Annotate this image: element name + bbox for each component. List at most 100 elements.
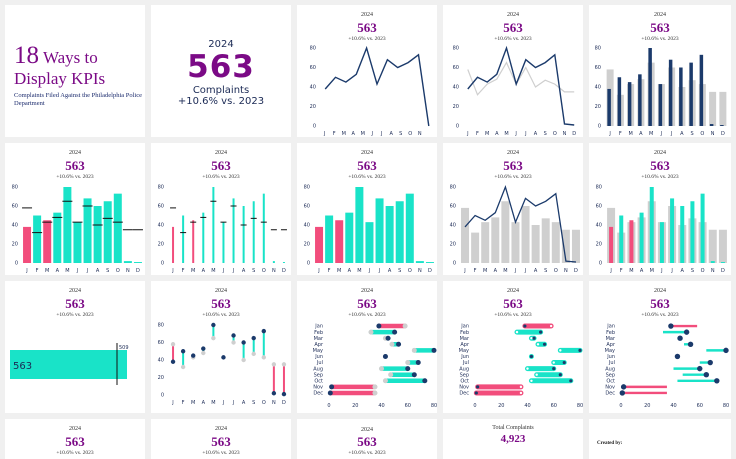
bar-2024 [700, 193, 705, 263]
total-bar-chart: 563 509 [10, 343, 129, 385]
x-tick-label: N [711, 131, 715, 137]
panel-year: 2024 [507, 150, 519, 156]
bar-2024 [113, 193, 122, 263]
x-tick-label: J [222, 268, 224, 274]
x-tick-label: M [485, 131, 489, 137]
x-tick-label: O [554, 268, 558, 274]
x-tick-label: F [476, 131, 479, 137]
x-tick-label: F [333, 131, 336, 137]
x-tick-label: S [544, 131, 547, 137]
x-tick-label: A [640, 268, 644, 274]
panel-year: 2024 [507, 12, 519, 18]
row4-total-card: Total Complaints 4,923 [443, 419, 583, 459]
x-tick-label: J [609, 268, 611, 274]
x-tick-label: M [357, 268, 361, 274]
month-label: Jun [460, 354, 469, 360]
x-tick-label: N [272, 268, 276, 274]
dot-2024 [376, 323, 382, 329]
panel-change: +10.6% vs. 2023 [348, 312, 386, 318]
y-tick-label: 40 [158, 358, 164, 364]
dot-2024 [569, 379, 573, 383]
y-tick-label: 20 [158, 375, 164, 381]
panel-year: 2024 [361, 288, 373, 294]
panel-change: +10.6% vs. 2023 [202, 450, 240, 456]
month-label: Oct [606, 378, 615, 384]
dot-2023 [241, 357, 246, 363]
dot-2024 [415, 360, 421, 366]
bar-2023 [551, 222, 560, 263]
month-label: Oct [314, 378, 323, 384]
bar-2023 [481, 222, 490, 263]
target-label: 509 [119, 345, 129, 351]
bar-2024 [617, 77, 622, 126]
chart-bar-card: 2024 563 +10.6% vs. 2023 0 20 40 60 80 J F M A M J… [297, 143, 437, 275]
dot-2023 [271, 362, 277, 367]
y-tick-label: 80 [453, 46, 459, 52]
thin-bar-2024 [272, 261, 275, 263]
dot-2023 [388, 372, 394, 378]
x-tick-label: F [182, 268, 185, 274]
panel-year: 2024 [215, 288, 227, 294]
bar-2024 [335, 220, 344, 263]
dot-2024 [542, 342, 547, 346]
x-tick-label: O [700, 131, 704, 137]
y-tick-label: 0 [161, 393, 164, 399]
dot-2024 [687, 341, 694, 347]
month-label: May [459, 348, 469, 354]
panel-value: 563 [357, 434, 377, 449]
dot-2024 [578, 348, 582, 352]
x-tick-label: J [222, 400, 224, 406]
bar-2024 [629, 220, 634, 263]
dot-2024 [241, 340, 246, 345]
y-tick-label: 80 [304, 185, 310, 191]
month-label: Apr [606, 342, 616, 348]
bar-2024 [53, 212, 62, 263]
kpi-change: +10.6% vs. 2023 [177, 96, 265, 107]
y-tick-label: 20 [595, 104, 601, 110]
x-tick-label: D [282, 400, 286, 406]
bar-2023 [511, 222, 520, 263]
y-tick-label: 60 [304, 204, 310, 210]
dot-2023 [281, 362, 287, 367]
line-series-2024 [467, 45, 575, 126]
dot-2023 [231, 340, 236, 345]
thin-bar-2024 [222, 222, 225, 263]
x-tick-label: A [680, 131, 684, 137]
bar-2024 [690, 201, 695, 263]
dot-2024 [221, 355, 226, 360]
dot-2024 [422, 378, 428, 384]
dot-2023 [389, 341, 395, 347]
dot-2024 [392, 329, 398, 335]
dot-2024 [329, 384, 335, 390]
month-label: Nov [459, 385, 469, 391]
month-label: Dec [313, 391, 323, 397]
y-tick-label: 40 [595, 85, 601, 91]
month-label: Mar [314, 336, 324, 342]
bar-2024 [709, 124, 714, 126]
month-label: Feb [460, 330, 469, 336]
dot-2023 [535, 373, 538, 376]
y-tick-label: 40 [158, 223, 164, 229]
month-label: Dec [605, 391, 615, 397]
dot-2024 [211, 322, 216, 328]
panel-change: +10.6% vs. 2023 [56, 450, 94, 456]
x-tick-label: J [463, 268, 465, 274]
x-tick-label: J [171, 400, 173, 406]
bar-2024 [63, 187, 72, 263]
total-bar-value: 563 [13, 361, 32, 372]
bar-2023 [471, 232, 480, 263]
x-tick-label: N [272, 400, 276, 406]
dot-2024 [405, 366, 411, 372]
x-tick-label: M [361, 131, 365, 137]
dot-2023 [251, 351, 256, 357]
bar-2024 [679, 67, 683, 126]
month-label: Apr [314, 342, 324, 348]
x-tick-label: D [574, 268, 578, 274]
dot-2023 [411, 347, 417, 353]
x-tick-label: S [398, 268, 401, 274]
panel-year: 2024 [361, 427, 373, 433]
bar-2024 [123, 261, 132, 263]
x-tick-label: M [211, 400, 215, 406]
